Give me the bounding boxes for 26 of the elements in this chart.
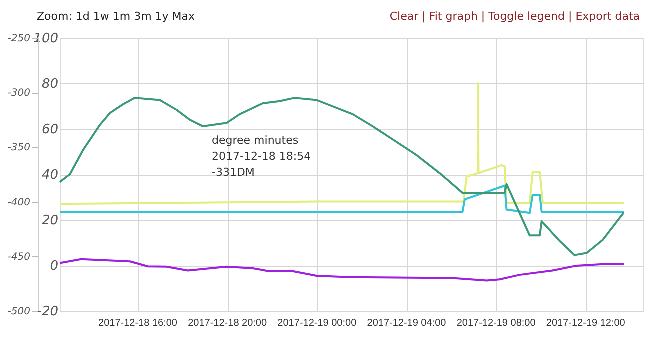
line-series xyxy=(59,258,625,282)
y-tick-label: 40 xyxy=(42,168,58,183)
line-series xyxy=(59,82,625,206)
y-tick-label: 100 xyxy=(34,32,58,46)
y2-tick-label: -300 xyxy=(8,88,30,100)
x-tick-label: 2017-12-18 16:00 xyxy=(98,318,178,329)
text: Zoom: 1d 1w 1m 3m 1y Max xyxy=(37,10,196,23)
y2-tick-label: -500 xyxy=(8,306,30,318)
line-series xyxy=(59,97,625,256)
y-tick-label: 80 xyxy=(42,77,58,92)
y-tick-label: 20 xyxy=(42,214,58,228)
x-tick-label: 2017-12-19 00:00 xyxy=(278,318,358,329)
x-tick-label: 2017-12-18 20:00 xyxy=(188,318,268,329)
y-tick-label: 0 xyxy=(50,259,58,274)
y2-tick-label: -250 xyxy=(8,34,30,44)
y-tick-label: -20 xyxy=(37,304,58,320)
y2-tick-label: -450 xyxy=(8,252,30,263)
line-series xyxy=(59,184,625,214)
text: Clear | Fit graph | Toggle legend | Export data xyxy=(390,10,640,23)
y2-tick-label: -400 xyxy=(8,197,30,208)
annotation: degree minutes 2017-12-18 18:54 -331DM xyxy=(212,134,312,179)
x-tick-label: 2017-12-19 04:00 xyxy=(367,318,447,329)
x-tick-label: 2017-12-19 12:00 xyxy=(546,318,626,329)
y2-tick-label: -350 xyxy=(8,142,30,154)
x-tick-label: 2017-12-19 08:00 xyxy=(456,318,536,329)
y-tick-label: 60 xyxy=(42,122,58,138)
